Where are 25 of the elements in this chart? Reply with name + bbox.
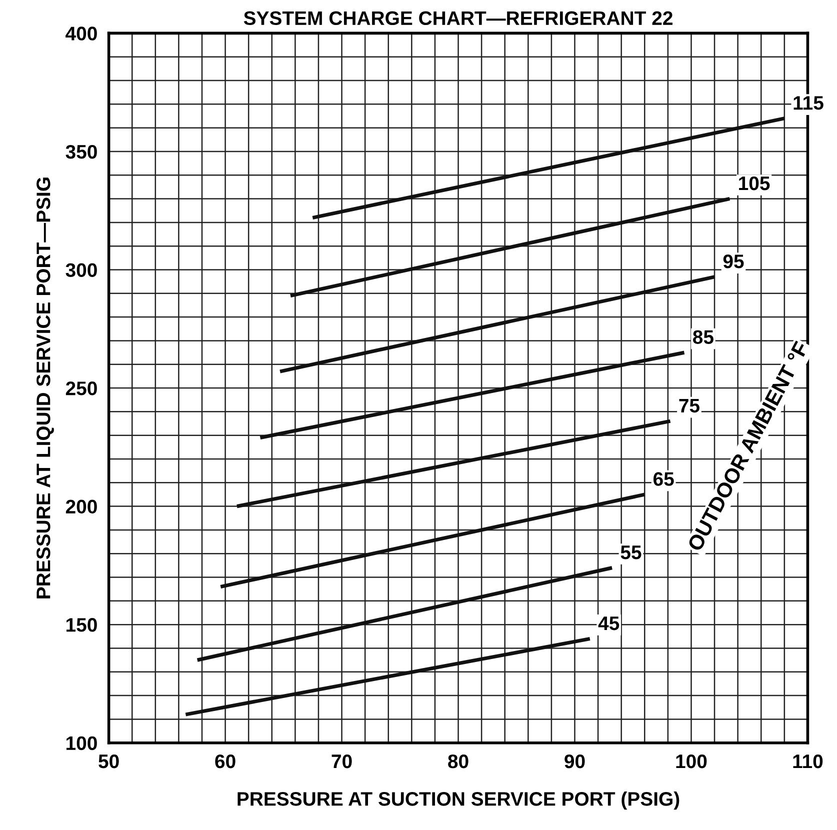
y-tick-label: 250 bbox=[66, 381, 97, 396]
x-tick-label: 50 bbox=[98, 754, 119, 768]
series-label: 105 bbox=[739, 176, 770, 190]
y-tick-label: 200 bbox=[66, 500, 97, 514]
series-label: 75 bbox=[679, 399, 700, 413]
y-tick-label: 400 bbox=[66, 26, 97, 40]
y-tick-label: 350 bbox=[66, 144, 97, 159]
series-label: 55 bbox=[620, 546, 642, 560]
series-label: 85 bbox=[693, 330, 714, 344]
x-tick-label: 80 bbox=[448, 754, 468, 768]
x-tick-label: 70 bbox=[332, 754, 352, 768]
y-axis-title: PRESSURE AT LIQUID SERVICE PORT—PSIG bbox=[36, 178, 54, 598]
y-tick-label: 150 bbox=[66, 618, 97, 632]
x-tick-label: 110 bbox=[793, 754, 823, 768]
series-label: 115 bbox=[794, 96, 824, 110]
x-tick-label: 90 bbox=[564, 754, 585, 768]
y-tick-label: 100 bbox=[66, 736, 97, 750]
x-tick-label: 60 bbox=[215, 754, 236, 768]
x-axis-title: PRESSURE AT SUCTION SERVICE PORT (PSIG) bbox=[238, 792, 680, 810]
chart-title: SYSTEM CHARGE CHART—REFRIGERANT 22 bbox=[244, 11, 672, 26]
series-label: 65 bbox=[653, 472, 674, 486]
series-label: 95 bbox=[723, 254, 744, 268]
y-tick-label: 300 bbox=[66, 263, 97, 278]
series-label: 45 bbox=[598, 616, 620, 630]
x-tick-label: 100 bbox=[676, 754, 707, 768]
